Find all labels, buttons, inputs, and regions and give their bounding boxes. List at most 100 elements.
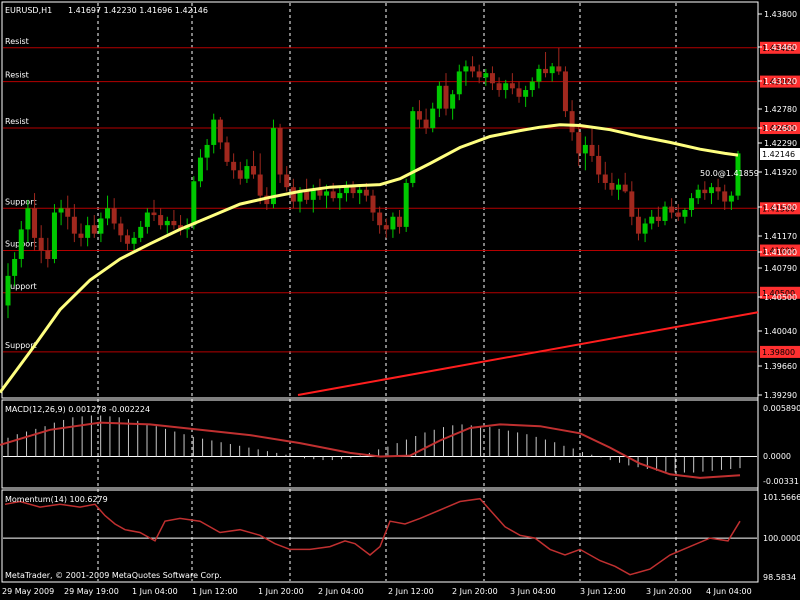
candle-body bbox=[708, 187, 714, 194]
candle bbox=[735, 150, 741, 200]
candle-body bbox=[164, 220, 170, 226]
momentum-label: Momentum(14) 100.6279 bbox=[5, 495, 108, 504]
candle bbox=[675, 204, 681, 221]
candle-body bbox=[403, 182, 409, 227]
level-price-label: 1.39800 bbox=[762, 348, 795, 357]
candle-body bbox=[363, 189, 369, 196]
candle-body bbox=[12, 258, 18, 276]
candle-body bbox=[277, 128, 283, 175]
candle-body bbox=[423, 119, 429, 129]
candle-body bbox=[224, 142, 230, 162]
candle-body bbox=[98, 218, 104, 234]
candle bbox=[569, 100, 575, 141]
candle-body bbox=[675, 212, 681, 217]
candle-body bbox=[18, 229, 24, 259]
candle-body bbox=[715, 187, 721, 192]
candle bbox=[669, 198, 675, 219]
candle-body bbox=[390, 216, 396, 230]
candle-body bbox=[616, 184, 622, 190]
time-label: 29 May 2009 bbox=[2, 587, 54, 596]
moving-average-layer[interactable] bbox=[0, 123, 739, 394]
candle-body bbox=[549, 66, 555, 74]
candle-body bbox=[78, 233, 84, 238]
candle bbox=[436, 81, 442, 118]
candle bbox=[708, 182, 714, 205]
candle-body bbox=[649, 216, 655, 224]
candle bbox=[682, 208, 688, 224]
candle-body bbox=[244, 166, 250, 179]
candle bbox=[131, 231, 137, 253]
candle bbox=[284, 166, 290, 192]
candle bbox=[111, 198, 117, 230]
candle bbox=[556, 47, 562, 75]
trend-line-layer[interactable] bbox=[297, 311, 759, 396]
candle bbox=[91, 215, 97, 238]
candle bbox=[616, 178, 622, 200]
candle bbox=[151, 199, 157, 221]
candle bbox=[529, 77, 535, 97]
price-tick-label: 1.41920 bbox=[764, 168, 797, 177]
macd-signal-line bbox=[0, 421, 741, 479]
ohlc-header: 1.41697 1.42230 1.41696 1.42146 bbox=[68, 6, 208, 15]
candle bbox=[158, 208, 164, 230]
candle bbox=[443, 73, 449, 116]
candle bbox=[18, 220, 24, 268]
candle-body bbox=[722, 191, 728, 202]
candle-body bbox=[270, 128, 276, 205]
time-label: 2 Jun 04:00 bbox=[318, 587, 364, 596]
candle-body bbox=[569, 111, 575, 133]
candle-body bbox=[456, 71, 462, 95]
candle-body bbox=[430, 108, 436, 129]
level-price-box bbox=[760, 122, 800, 135]
current-price-box bbox=[760, 148, 800, 160]
candle-body bbox=[463, 66, 469, 72]
candle-body bbox=[377, 212, 383, 226]
candle bbox=[32, 193, 38, 251]
candlestick-series bbox=[5, 47, 741, 319]
candle-body bbox=[217, 119, 223, 143]
candle bbox=[543, 52, 549, 78]
macd-tick-label: -0.00331 bbox=[763, 477, 799, 486]
candle bbox=[722, 184, 728, 210]
trend-line[interactable] bbox=[297, 311, 759, 396]
moving-average-line[interactable] bbox=[0, 123, 739, 394]
macd-label: MACD(12,26,9) 0.001278 -0.002224 bbox=[5, 405, 150, 414]
candle bbox=[237, 161, 243, 185]
candle-body bbox=[330, 191, 336, 199]
price-tick-label: 1.41170 bbox=[764, 232, 797, 241]
candle-body bbox=[370, 195, 376, 213]
candle-body bbox=[410, 111, 416, 183]
time-label: 1 Jun 12:00 bbox=[192, 587, 238, 596]
candle bbox=[171, 209, 177, 230]
candle bbox=[523, 85, 529, 107]
candle-body bbox=[609, 182, 615, 190]
candle-body bbox=[655, 216, 661, 221]
candle-body bbox=[317, 189, 323, 196]
candle-body bbox=[582, 144, 588, 154]
level-price-box bbox=[760, 41, 800, 54]
current-price-label: 1.42146 bbox=[762, 150, 795, 159]
candle-body bbox=[489, 73, 495, 84]
time-label: 4 Jun 04:00 bbox=[706, 587, 752, 596]
candle-body bbox=[529, 81, 535, 91]
price-tick-label: 1.40040 bbox=[764, 327, 797, 336]
candle-body bbox=[158, 215, 164, 226]
candle bbox=[609, 172, 615, 196]
candle-body bbox=[32, 208, 38, 238]
candle bbox=[357, 184, 363, 205]
macd-tick-label: 0.005890 bbox=[763, 404, 800, 413]
candle bbox=[337, 187, 343, 210]
candle bbox=[655, 206, 661, 227]
candle bbox=[549, 62, 555, 82]
candle bbox=[138, 220, 144, 243]
price-tick-label: 1.41500 bbox=[764, 203, 797, 212]
candle-body bbox=[71, 216, 77, 234]
candle-body bbox=[257, 174, 263, 196]
candle bbox=[204, 139, 210, 171]
momentum-tick-label: 101.5666 bbox=[763, 493, 800, 502]
candle-body bbox=[416, 111, 422, 120]
candle-body bbox=[58, 208, 64, 213]
candle bbox=[397, 209, 403, 234]
candle bbox=[58, 199, 64, 226]
candle bbox=[728, 191, 734, 210]
